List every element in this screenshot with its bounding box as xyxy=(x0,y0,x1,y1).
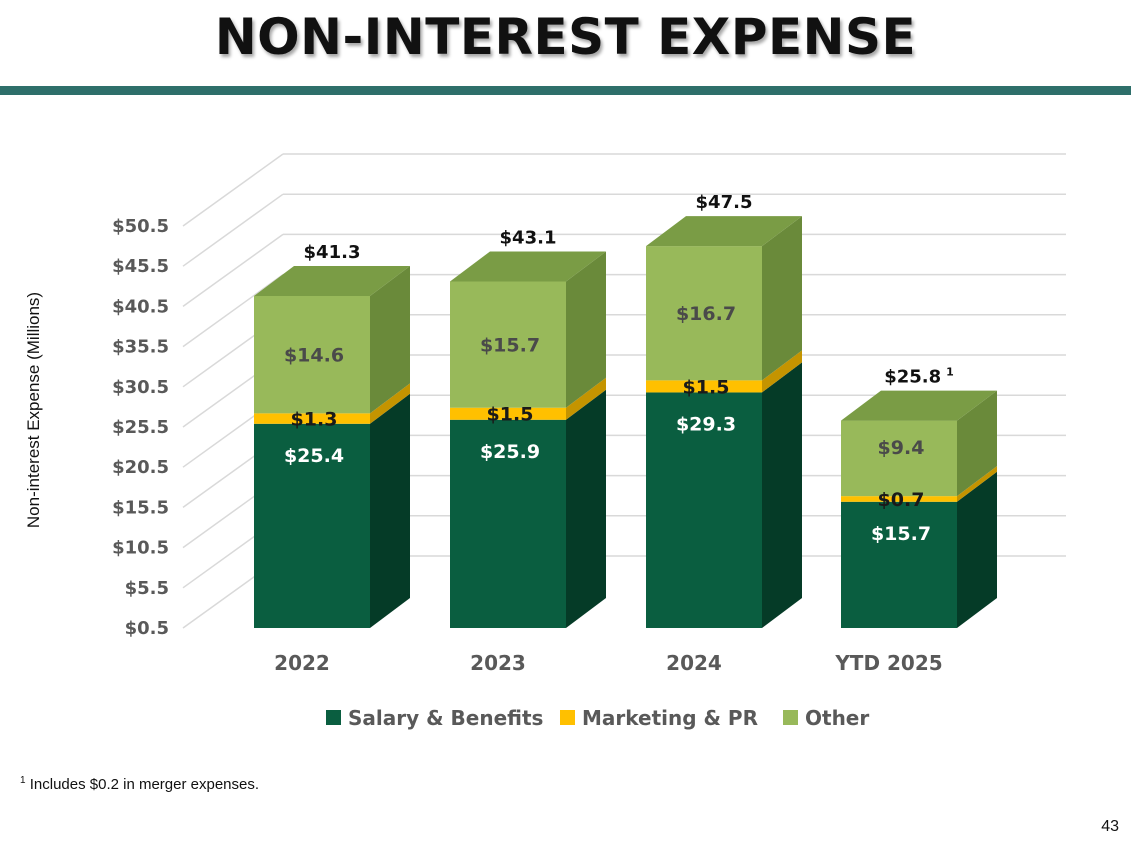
bar-side-1 xyxy=(370,383,410,424)
y-tick-label: $25.5 xyxy=(112,417,169,438)
bar-side-2 xyxy=(370,265,410,414)
slide-title: NON-INTEREST EXPENSE xyxy=(214,8,917,66)
data-label: $1.3 xyxy=(291,409,338,431)
legend-label: Marketing & PR xyxy=(582,706,758,730)
bar-side-1 xyxy=(957,466,997,502)
total-label: $47.5 xyxy=(696,192,753,213)
y-tick-label: $0.5 xyxy=(125,618,169,639)
x-tick-label: 2022 xyxy=(274,651,330,675)
y-tick-label: $20.5 xyxy=(112,457,169,478)
bar-top xyxy=(254,265,410,296)
total-label: $25.8 1 xyxy=(884,366,954,388)
x-tick-label: 2023 xyxy=(470,651,526,675)
bar-segment xyxy=(450,281,566,408)
bar-segment xyxy=(646,392,762,628)
total-label: $43.1 xyxy=(500,227,557,248)
y-tick-label: $10.5 xyxy=(112,538,169,559)
data-label: $1.5 xyxy=(487,404,534,426)
gridline-side xyxy=(182,193,284,267)
data-label: $14.6 xyxy=(284,345,344,367)
gridline-side xyxy=(182,153,284,227)
legend-label: Other xyxy=(805,706,869,730)
legend-label: Salary & Benefits xyxy=(348,706,543,730)
data-label: $29.3 xyxy=(676,413,736,435)
bar-top xyxy=(450,251,606,282)
bar-segment xyxy=(841,420,957,497)
bar-segment xyxy=(646,246,762,381)
bar-top xyxy=(841,390,997,421)
legend-swatch xyxy=(783,710,798,725)
data-label: $25.9 xyxy=(480,441,540,463)
x-tick-label: YTD 2025 xyxy=(834,651,942,675)
data-label: $25.4 xyxy=(284,445,344,467)
gridline-side xyxy=(182,273,284,348)
data-label: $0.7 xyxy=(878,489,925,511)
y-tick-label: $5.5 xyxy=(125,578,169,599)
data-label: $16.7 xyxy=(676,303,736,325)
gridline-side xyxy=(182,233,284,308)
bar-segment xyxy=(841,496,957,502)
bar-segment xyxy=(841,501,957,628)
bar-segment xyxy=(254,413,370,424)
bar-segment xyxy=(646,380,762,393)
bar-side-0 xyxy=(370,393,410,628)
legend-swatch xyxy=(560,710,575,725)
y-tick-label: $40.5 xyxy=(112,296,169,317)
bar-segment xyxy=(254,295,370,414)
bar-side-1 xyxy=(762,350,802,393)
data-label: $1.5 xyxy=(683,376,730,398)
total-label: $41.3 xyxy=(304,242,361,263)
legend-swatch xyxy=(326,710,341,725)
bar-side-0 xyxy=(957,471,997,628)
footnote-text: Includes $0.2 in merger expenses. xyxy=(25,776,260,793)
data-label: $15.7 xyxy=(480,335,540,357)
y-tick-label: $30.5 xyxy=(112,377,169,398)
bar-side-2 xyxy=(566,251,606,408)
footnote-marker: 1 xyxy=(20,775,26,786)
page-number: 43 xyxy=(1101,818,1119,835)
stacked-bar-chart: $0.5 $5.5 $10.5 $15.5 $20.5 $25.5 $30.5 $35.5 $4… xyxy=(112,153,1066,730)
y-axis-label: Non-interest Expense (Millions) xyxy=(24,291,43,529)
title-rule xyxy=(0,86,1131,95)
bar-segment xyxy=(450,407,566,420)
bar-side-0 xyxy=(566,389,606,628)
bar-top xyxy=(646,216,802,247)
bar-side-0 xyxy=(762,362,802,628)
data-label: $9.4 xyxy=(878,437,925,459)
footnote: 1 Includes $0.2 in merger expenses. xyxy=(20,775,259,793)
bar-side-1 xyxy=(566,377,606,420)
y-tick-label: $45.5 xyxy=(112,256,169,277)
bar-segment xyxy=(254,423,370,628)
y-tick-label: $50.5 xyxy=(112,216,169,237)
bar-side-2 xyxy=(957,390,997,497)
bar-segment xyxy=(450,419,566,628)
y-tick-label: $35.5 xyxy=(112,337,169,358)
x-tick-label: 2024 xyxy=(666,651,722,675)
y-tick-label: $15.5 xyxy=(112,497,169,518)
bar-side-2 xyxy=(762,216,802,381)
data-label: $15.7 xyxy=(871,523,931,545)
